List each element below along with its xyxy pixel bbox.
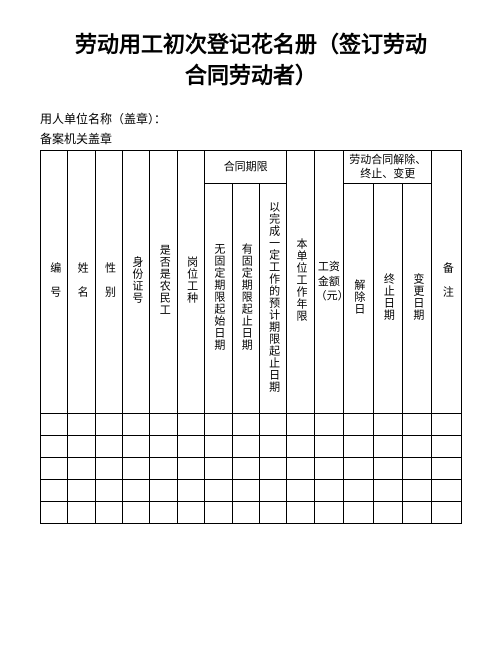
col-migrant: 是否是农民工	[150, 150, 177, 414]
roster-table: 编 号 姓 名 性 别 身份证号 是否是农民工 岗位工种 合同期限 本单位工作年…	[40, 150, 462, 525]
col-gender: 性 别	[95, 150, 122, 414]
col-change: 变更日期	[403, 184, 432, 414]
table-row	[41, 436, 462, 458]
col-contract-change: 劳动合同解除、终止、变更	[344, 150, 432, 184]
col-salary: 工资金额（元）	[314, 150, 343, 414]
col-job: 岗位工种	[177, 150, 204, 414]
col-serial: 编 号	[41, 150, 68, 414]
table-row	[41, 414, 462, 436]
filing-authority-line: 备案机关盖章	[40, 130, 462, 148]
col-end: 终止日期	[373, 184, 402, 414]
employer-name-line: 用人单位名称（盖章）：	[40, 110, 462, 128]
col-no-fixed: 无固定期限起始日期	[205, 184, 232, 414]
col-contract-period: 合同期限	[205, 150, 287, 184]
document-title: 劳动用工初次登记花名册（签订劳动 合同劳动者）	[40, 30, 462, 92]
col-name: 姓 名	[68, 150, 95, 414]
col-work-years: 本单位工作年限	[287, 150, 314, 414]
col-id: 身份证号	[123, 150, 150, 414]
col-remark: 备 注	[432, 150, 462, 414]
table-row	[41, 480, 462, 502]
table-row	[41, 502, 462, 524]
col-task: 以完成一定工作的预计期限起止日期	[259, 184, 286, 414]
table-row	[41, 458, 462, 480]
col-fixed: 有固定期限起止日期	[232, 184, 259, 414]
